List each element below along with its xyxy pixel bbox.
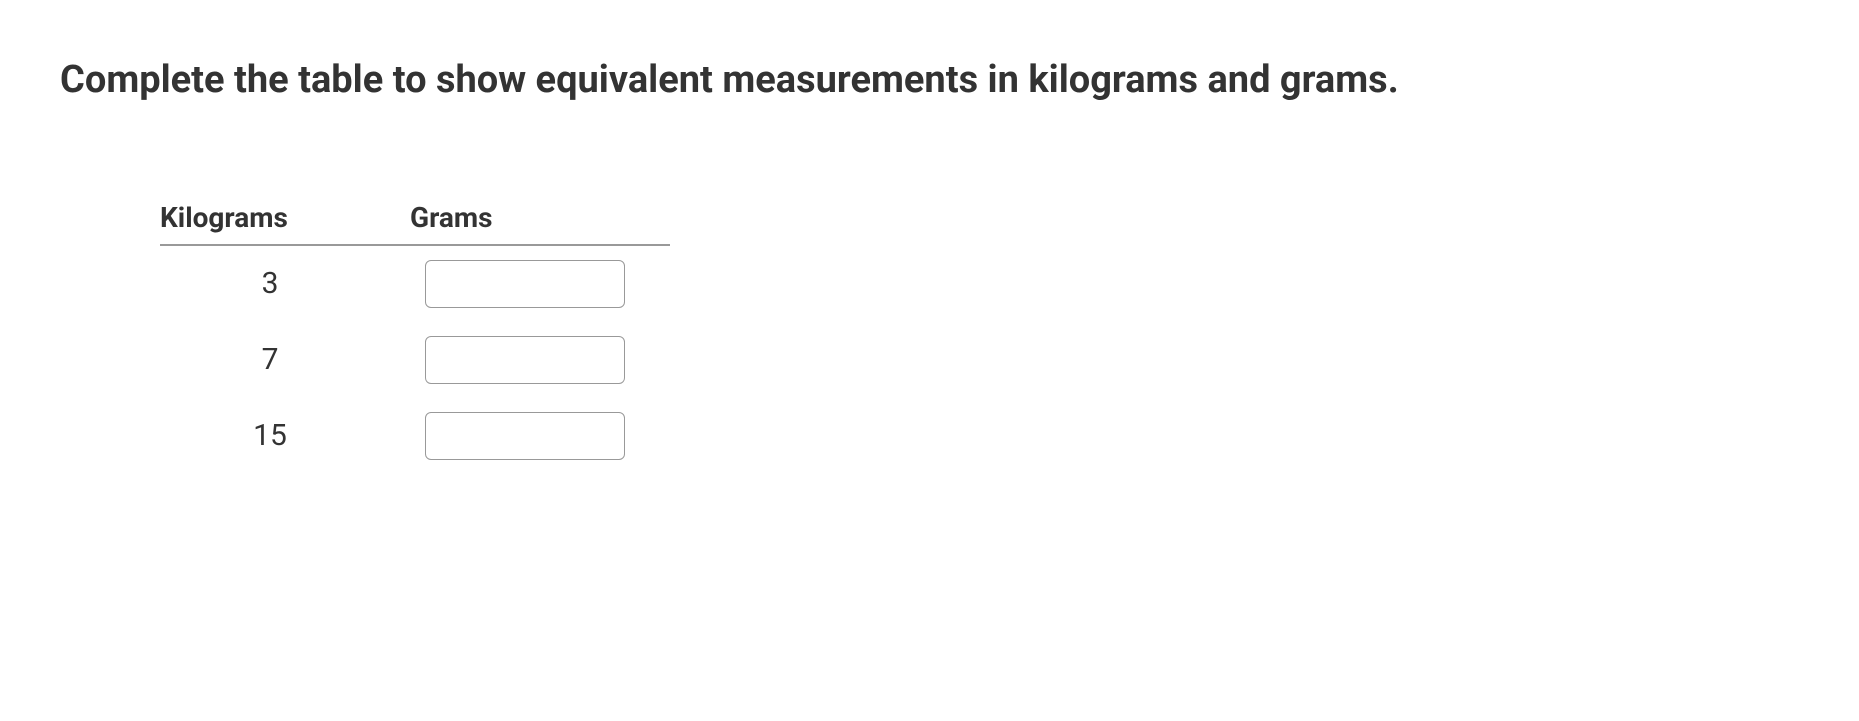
table-row: 15: [160, 398, 670, 474]
grams-input[interactable]: [425, 260, 625, 308]
table-row: 3: [160, 245, 670, 322]
table-row: 7: [160, 322, 670, 398]
kilograms-value: 3: [160, 245, 410, 322]
grams-input[interactable]: [425, 336, 625, 384]
kilograms-value: 15: [160, 398, 410, 474]
column-header-grams: Grams: [410, 191, 670, 245]
column-header-kilograms: Kilograms: [160, 191, 410, 245]
conversion-table: Kilograms Grams 3 7 15: [160, 191, 670, 474]
table-header-row: Kilograms Grams: [160, 191, 670, 245]
grams-input[interactable]: [425, 412, 625, 460]
grams-cell: [410, 322, 670, 398]
grams-cell: [410, 398, 670, 474]
question-prompt: Complete the table to show equivalent me…: [60, 50, 1799, 111]
kilograms-value: 7: [160, 322, 410, 398]
table-container: Kilograms Grams 3 7 15: [160, 191, 1799, 474]
grams-cell: [410, 245, 670, 322]
